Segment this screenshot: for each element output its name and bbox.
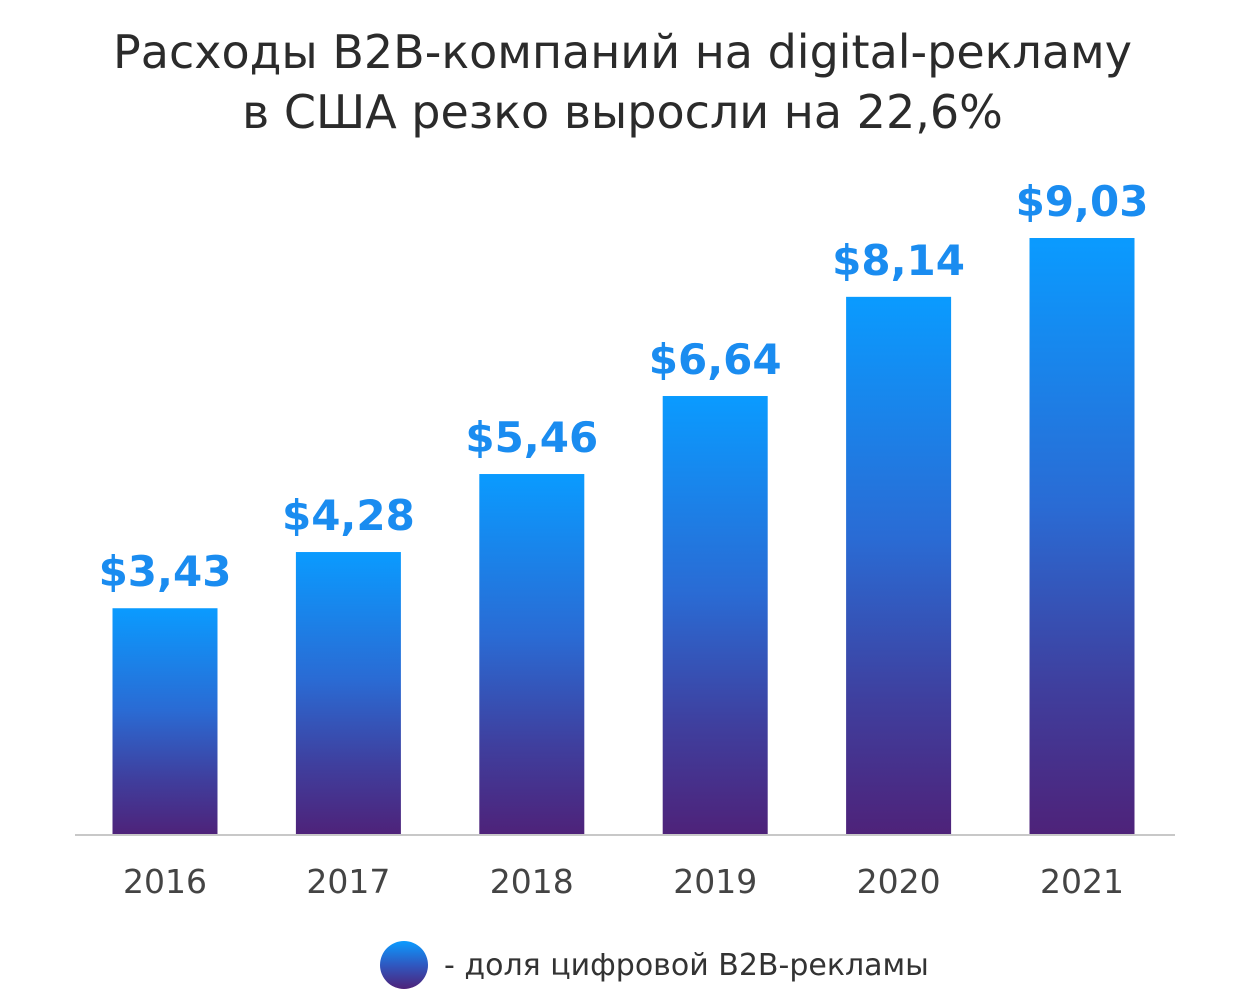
bar-2016 [112, 608, 218, 835]
x-tick-label-2016: 2016 [123, 862, 207, 901]
x-tick-labels-group: 2016 2017 2018 2019 2020 2021 [123, 862, 1124, 901]
x-tick-label-2017: 2017 [306, 862, 390, 901]
value-label-2021: $9,03 [1016, 177, 1149, 226]
x-tick-label-2019: 2019 [673, 862, 757, 901]
bar-2017 [295, 552, 401, 835]
x-tick-label-2018: 2018 [490, 862, 574, 901]
x-tick-label-2021: 2021 [1040, 862, 1124, 901]
x-tick-label-2020: 2020 [857, 862, 941, 901]
legend-label: - доля цифровой B2B-рекламы [444, 947, 929, 983]
value-labels-group: $3,43 $4,28 $5,46 $6,64 $8,14 $9,03 [99, 177, 1149, 596]
value-label-2016: $3,43 [99, 547, 232, 596]
bar-2021 [1029, 238, 1135, 835]
bars-group [112, 238, 1135, 835]
value-label-2019: $6,64 [649, 335, 782, 384]
value-label-2020: $8,14 [832, 236, 965, 285]
chart-title-line-1: Расходы B2B-компаний на digital-рекламу [113, 25, 1132, 79]
value-label-2017: $4,28 [282, 491, 415, 540]
bar-chart: $3,43$4,28$5,46$6,64$8,14$9,03 2016 2017 2… [75, 177, 1175, 901]
bar-2019 [662, 396, 768, 835]
bar-2018 [479, 474, 585, 835]
value-label-2018: $5,46 [465, 413, 598, 462]
chart-title-line-2: в США резко выросли на 22,6% [242, 85, 1003, 139]
chart-title: Расходы B2B-компаний на digital-рекламу … [0, 22, 1245, 142]
gradient-circle-icon [380, 941, 428, 989]
bar-2020 [846, 296, 952, 835]
legend: - доля цифровой B2B-рекламы [380, 940, 929, 990]
